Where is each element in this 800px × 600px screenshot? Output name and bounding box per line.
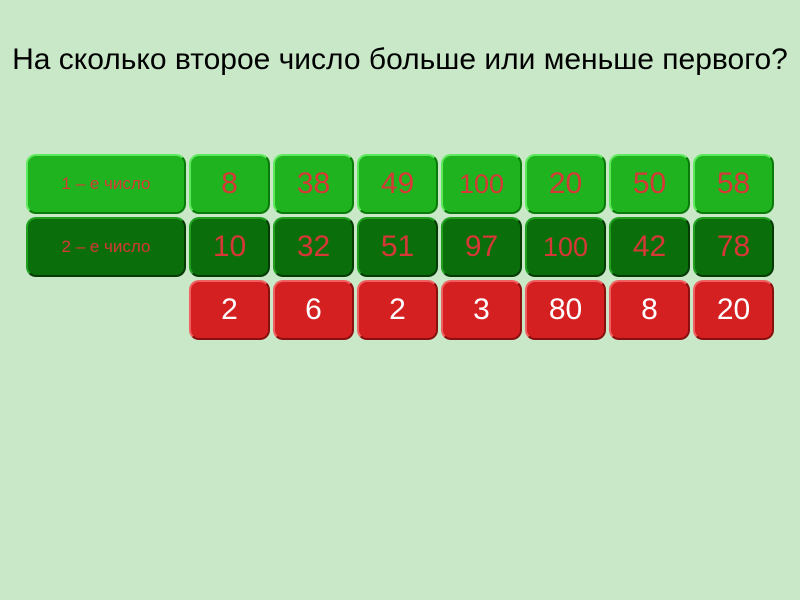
row3-cell-6: 20 (693, 280, 774, 340)
row1-cell-2: 49 (357, 154, 438, 214)
row2-cell-5: 42 (609, 217, 690, 277)
question-title: На сколько второе число больше или меньш… (12, 40, 788, 79)
row3-cell-4: 80 (525, 280, 606, 340)
row-1: 1 – е число 8 38 49 100 20 50 58 (26, 154, 774, 214)
row2-cell-3: 97 (441, 217, 522, 277)
row2-cell-1: 32 (273, 217, 354, 277)
row1-cell-0: 8 (189, 154, 270, 214)
row3-cell-5: 8 (609, 280, 690, 340)
row1-cell-3: 100 (441, 154, 522, 214)
row-2: 2 – е число 10 32 51 97 100 42 78 (26, 217, 774, 277)
row2-cell-4: 100 (525, 217, 606, 277)
row2-cell-6: 78 (693, 217, 774, 277)
row2-cell-2: 51 (357, 217, 438, 277)
row3-cell-0: 2 (189, 280, 270, 340)
row1-label: 1 – е число (26, 154, 186, 214)
row-3: 2 6 2 3 80 8 20 (26, 280, 774, 340)
row1-cell-6: 58 (693, 154, 774, 214)
row3-cell-1: 6 (273, 280, 354, 340)
row3-cell-2: 2 (357, 280, 438, 340)
row2-cell-0: 10 (189, 217, 270, 277)
row2-label: 2 – е число (26, 217, 186, 277)
row1-cell-4: 20 (525, 154, 606, 214)
number-table: 1 – е число 8 38 49 100 20 50 58 2 – е ч… (26, 154, 774, 340)
row1-cell-1: 38 (273, 154, 354, 214)
row1-cell-5: 50 (609, 154, 690, 214)
row3-cell-3: 3 (441, 280, 522, 340)
row3-empty (26, 280, 186, 340)
